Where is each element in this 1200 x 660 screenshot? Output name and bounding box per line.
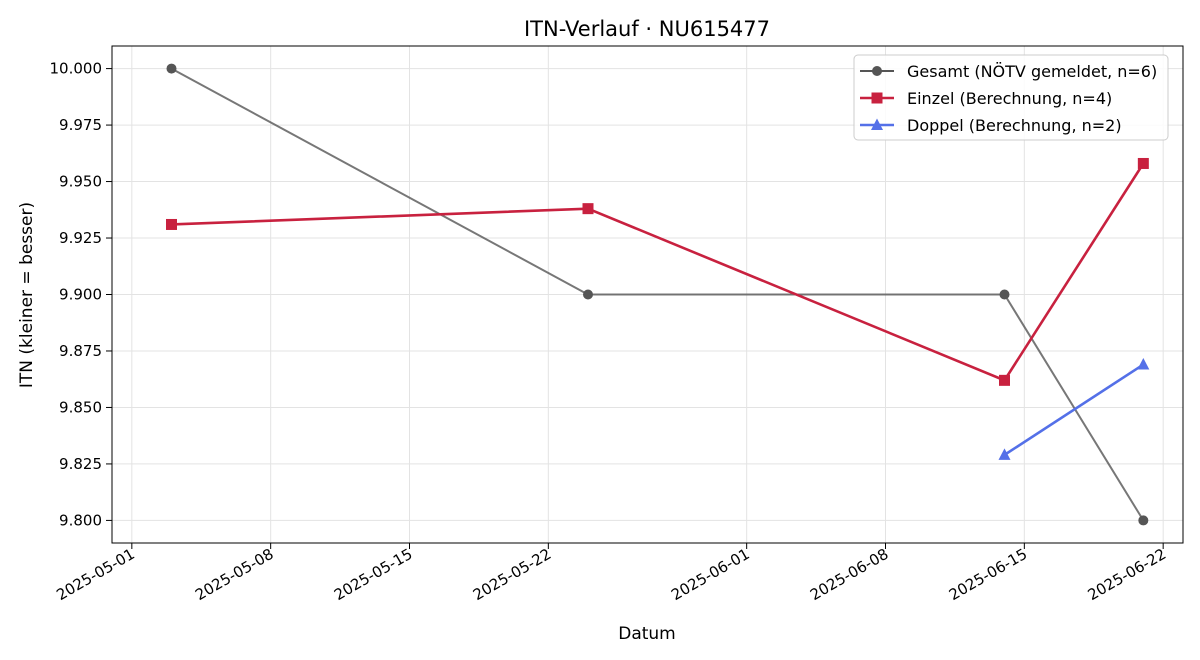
x-tick-label: 2025-06-15 (946, 545, 1031, 604)
series-line (1003, 363, 1145, 456)
x-tick-label: 2025-06-08 (807, 545, 892, 604)
data-point (583, 289, 593, 300)
x-tick-label: 2025-06-01 (668, 545, 753, 604)
y-tick-label: 9.950 (59, 173, 102, 191)
data-point (1138, 515, 1149, 526)
legend-item: Gesamt (NÖTV gemeldet, n=6) (860, 62, 1157, 81)
y-tick-label: 10.000 (50, 60, 103, 78)
series-2 (166, 157, 1149, 386)
series-3 (998, 358, 1150, 460)
y-tick-label: 9.900 (59, 286, 102, 304)
data-point (1137, 157, 1149, 169)
x-tick-label: 2025-05-08 (192, 545, 277, 604)
legend-label: Einzel (Berechnung, n=4) (907, 89, 1112, 108)
legend-marker (871, 92, 883, 104)
x-axis: 2025-05-01 2025-05-08 2025-05-15 2025-05-22… (53, 543, 1169, 604)
x-tick-label: 2025-05-15 (331, 545, 416, 604)
x-tick-label: 2025-06-22 (1085, 545, 1170, 604)
data-point (998, 448, 1011, 460)
y-axis-label: ITN (kleiner = besser) (17, 202, 37, 388)
y-tick-label: 9.800 (59, 511, 102, 529)
y-tick-label: 9.925 (59, 229, 102, 247)
legend-label: Doppel (Berechnung, n=2) (907, 116, 1122, 135)
legend-marker (872, 66, 882, 76)
legend-item: Doppel (Berechnung, n=2) (860, 116, 1122, 135)
x-tick-label: 2025-05-01 (53, 545, 138, 604)
y-tick-label: 9.825 (59, 455, 102, 473)
legend-label: Gesamt (NÖTV gemeldet, n=6) (907, 62, 1157, 81)
data-point (582, 203, 594, 215)
legend-item: Einzel (Berechnung, n=4) (860, 89, 1112, 108)
y-tick-label: 9.850 (59, 398, 102, 416)
data-point (999, 374, 1010, 386)
data-point (166, 63, 177, 74)
y-tick-label: 9.875 (59, 342, 102, 360)
data-point (166, 218, 177, 230)
data-point (999, 289, 1010, 300)
x-axis-label: Datum (618, 624, 676, 644)
series-line (171, 162, 1145, 382)
legend: Gesamt (NÖTV gemeldet, n=6) Einzel (Berec… (853, 54, 1169, 141)
y-tick-label: 9.975 (59, 116, 102, 134)
y-axis: 9.800 9.825 9.850 9.875 9.900 9.925 9.950 9.975… (50, 60, 112, 529)
chart-title: ITN-Verlauf · NU615477 (524, 17, 770, 41)
x-tick-label: 2025-05-22 (470, 545, 555, 604)
legend-marker (871, 118, 883, 130)
series-layer (166, 63, 1150, 526)
data-point (1137, 358, 1150, 370)
legend-box (853, 54, 1169, 141)
